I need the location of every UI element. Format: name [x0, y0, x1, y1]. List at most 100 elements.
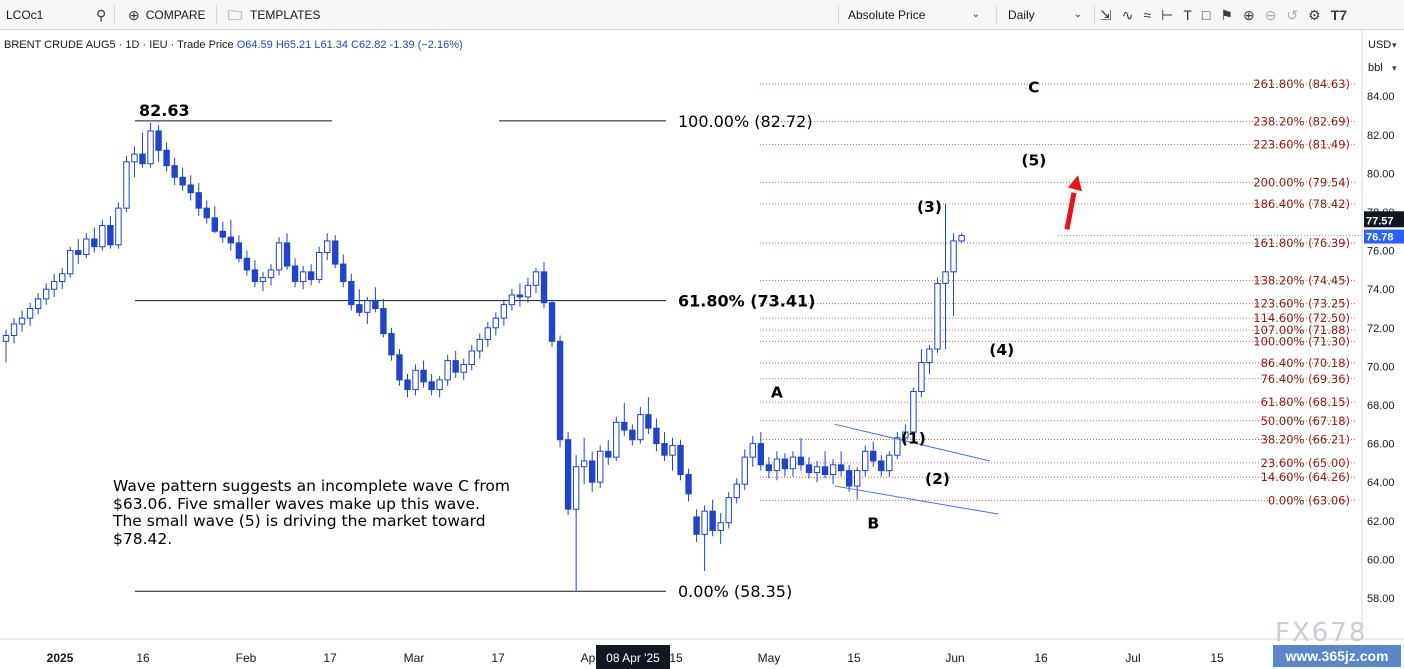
ohlc-info-line: BRENT CRUDE AUG5 · 1D · IEU · Trade Pric… — [4, 39, 463, 51]
candle-body — [99, 225, 106, 248]
compare-button[interactable]: ⊕ COMPARE — [120, 0, 216, 29]
candles-icon[interactable]: ⇲ — [1100, 6, 1112, 23]
symbol-input[interactable]: LCOc1 — [6, 7, 44, 22]
candle-up — [508, 289, 516, 311]
candle-body — [324, 240, 331, 254]
unit-select[interactable]: bbl — [1368, 62, 1383, 74]
fib-level-label: 100.00% (71.30) — [1253, 334, 1350, 348]
rectangle-tool-icon[interactable]: □ — [1201, 6, 1211, 23]
currency-select[interactable]: USD — [1368, 39, 1392, 51]
candle-down — [420, 360, 427, 388]
y-tick-label: 62.00 — [1367, 516, 1395, 528]
horizontal-line-icon[interactable]: ⊢ — [1161, 6, 1174, 23]
candle-up — [147, 122, 154, 168]
candle-body — [83, 238, 90, 255]
x-tick-label: Apr — [581, 651, 600, 665]
templates-button[interactable]: 🗀 TEMPLATES — [222, 0, 332, 29]
y-tick-label: 60.00 — [1367, 554, 1395, 566]
candle-up — [364, 296, 371, 324]
candle-up — [99, 219, 106, 251]
candle-up — [484, 322, 492, 348]
candle-body — [67, 250, 74, 275]
candle-body — [26, 308, 34, 319]
candle-down — [564, 432, 572, 516]
indicators-icon[interactable]: ∿ — [1121, 6, 1134, 23]
candle-up — [853, 466, 861, 500]
candle-body — [219, 230, 227, 238]
candle-down — [380, 298, 387, 338]
fib-level-label: 223.60% (81.49) — [1253, 138, 1350, 152]
candle-body — [508, 294, 516, 306]
candle-down — [621, 403, 628, 436]
zoom-out-icon[interactable]: ⊖ — [1264, 6, 1277, 23]
candle-up — [492, 312, 500, 336]
fib-level-label: 107.00% (71.88) — [1253, 323, 1350, 337]
candle-up — [902, 424, 909, 446]
wave-label: B — [867, 515, 879, 533]
y-tick-label: 80.00 — [1367, 168, 1395, 180]
candle-body — [862, 450, 869, 472]
candle-body — [2, 335, 10, 342]
cursor-date-box — [596, 645, 670, 669]
candle-body — [781, 458, 789, 470]
candle-down — [340, 254, 347, 288]
candle-body — [187, 184, 194, 194]
wave-icon[interactable]: ≈ — [1143, 6, 1152, 23]
candle-body — [572, 466, 580, 510]
candle-up — [597, 445, 604, 488]
candle-body — [356, 304, 363, 313]
compare-label: COMPARE — [145, 7, 206, 22]
candle-down — [805, 457, 813, 479]
chevron-down-icon[interactable]: ▾ — [1392, 40, 1397, 50]
y-tick-label: 74.00 — [1367, 284, 1395, 296]
settings-icon[interactable]: ⚙ — [1308, 6, 1321, 23]
zoom-in-icon[interactable]: ⊕ — [1242, 6, 1255, 23]
flag-icon[interactable]: ⚑ — [1220, 6, 1233, 23]
candle-down — [404, 374, 411, 398]
search-icon[interactable]: ⚲ — [96, 6, 107, 23]
candle-body — [452, 360, 459, 373]
fib-level-label: 238.20% (82.69) — [1253, 114, 1350, 128]
candle-body — [564, 439, 572, 510]
x-tick-label: Feb — [236, 651, 257, 665]
text-tool-icon[interactable]: T — [1183, 6, 1192, 23]
candle-body — [179, 176, 186, 186]
candle-up — [613, 416, 620, 461]
cursor-date-label: 08 Apr '25 — [606, 651, 660, 665]
candle-up — [580, 437, 588, 485]
fib-level-label: 76.40% (69.36) — [1261, 372, 1350, 386]
candle-body — [934, 282, 941, 350]
candle-down — [709, 499, 716, 537]
candle-body — [733, 483, 740, 499]
fib-level-label: 261.80% (84.63) — [1253, 77, 1350, 91]
symbol-search[interactable]: LCOc1 ⚲ — [0, 0, 114, 29]
candle-body — [299, 271, 307, 282]
candle-body — [10, 323, 18, 337]
candle-body — [340, 263, 347, 282]
candle-body — [428, 381, 435, 391]
fib-level-label: 200.00% (79.54) — [1253, 175, 1350, 189]
candle-up — [773, 451, 781, 481]
y-tick-label: 64.00 — [1367, 477, 1395, 489]
candle-down — [452, 350, 459, 378]
candle-body — [516, 294, 524, 298]
candle-body — [597, 450, 604, 483]
candle-body — [870, 450, 877, 462]
candle-body — [749, 443, 756, 458]
chevron-down-icon[interactable]: ▾ — [1392, 63, 1397, 73]
reset-icon[interactable]: ↺ — [1286, 6, 1299, 23]
candle-body — [59, 273, 66, 282]
price-chart[interactable]: 261.80% (84.63) 238.20% (82.69) 223.60% (8… — [0, 30, 1404, 669]
candle-down — [685, 468, 692, 502]
tradingview-logo-icon: T7 — [1330, 6, 1348, 23]
candle-body — [556, 340, 564, 441]
price-type-select[interactable]: Absolute Price ⌄ — [842, 0, 990, 29]
candle-body — [444, 360, 451, 381]
candle-body — [669, 445, 676, 456]
candle-down — [661, 432, 668, 461]
fib-level-label: 86.40% (70.18) — [1261, 356, 1350, 370]
interval-select[interactable]: Daily ⌄ — [1002, 0, 1090, 29]
candle-down — [605, 439, 612, 465]
candle-body — [404, 379, 411, 391]
candle-body — [91, 238, 98, 248]
